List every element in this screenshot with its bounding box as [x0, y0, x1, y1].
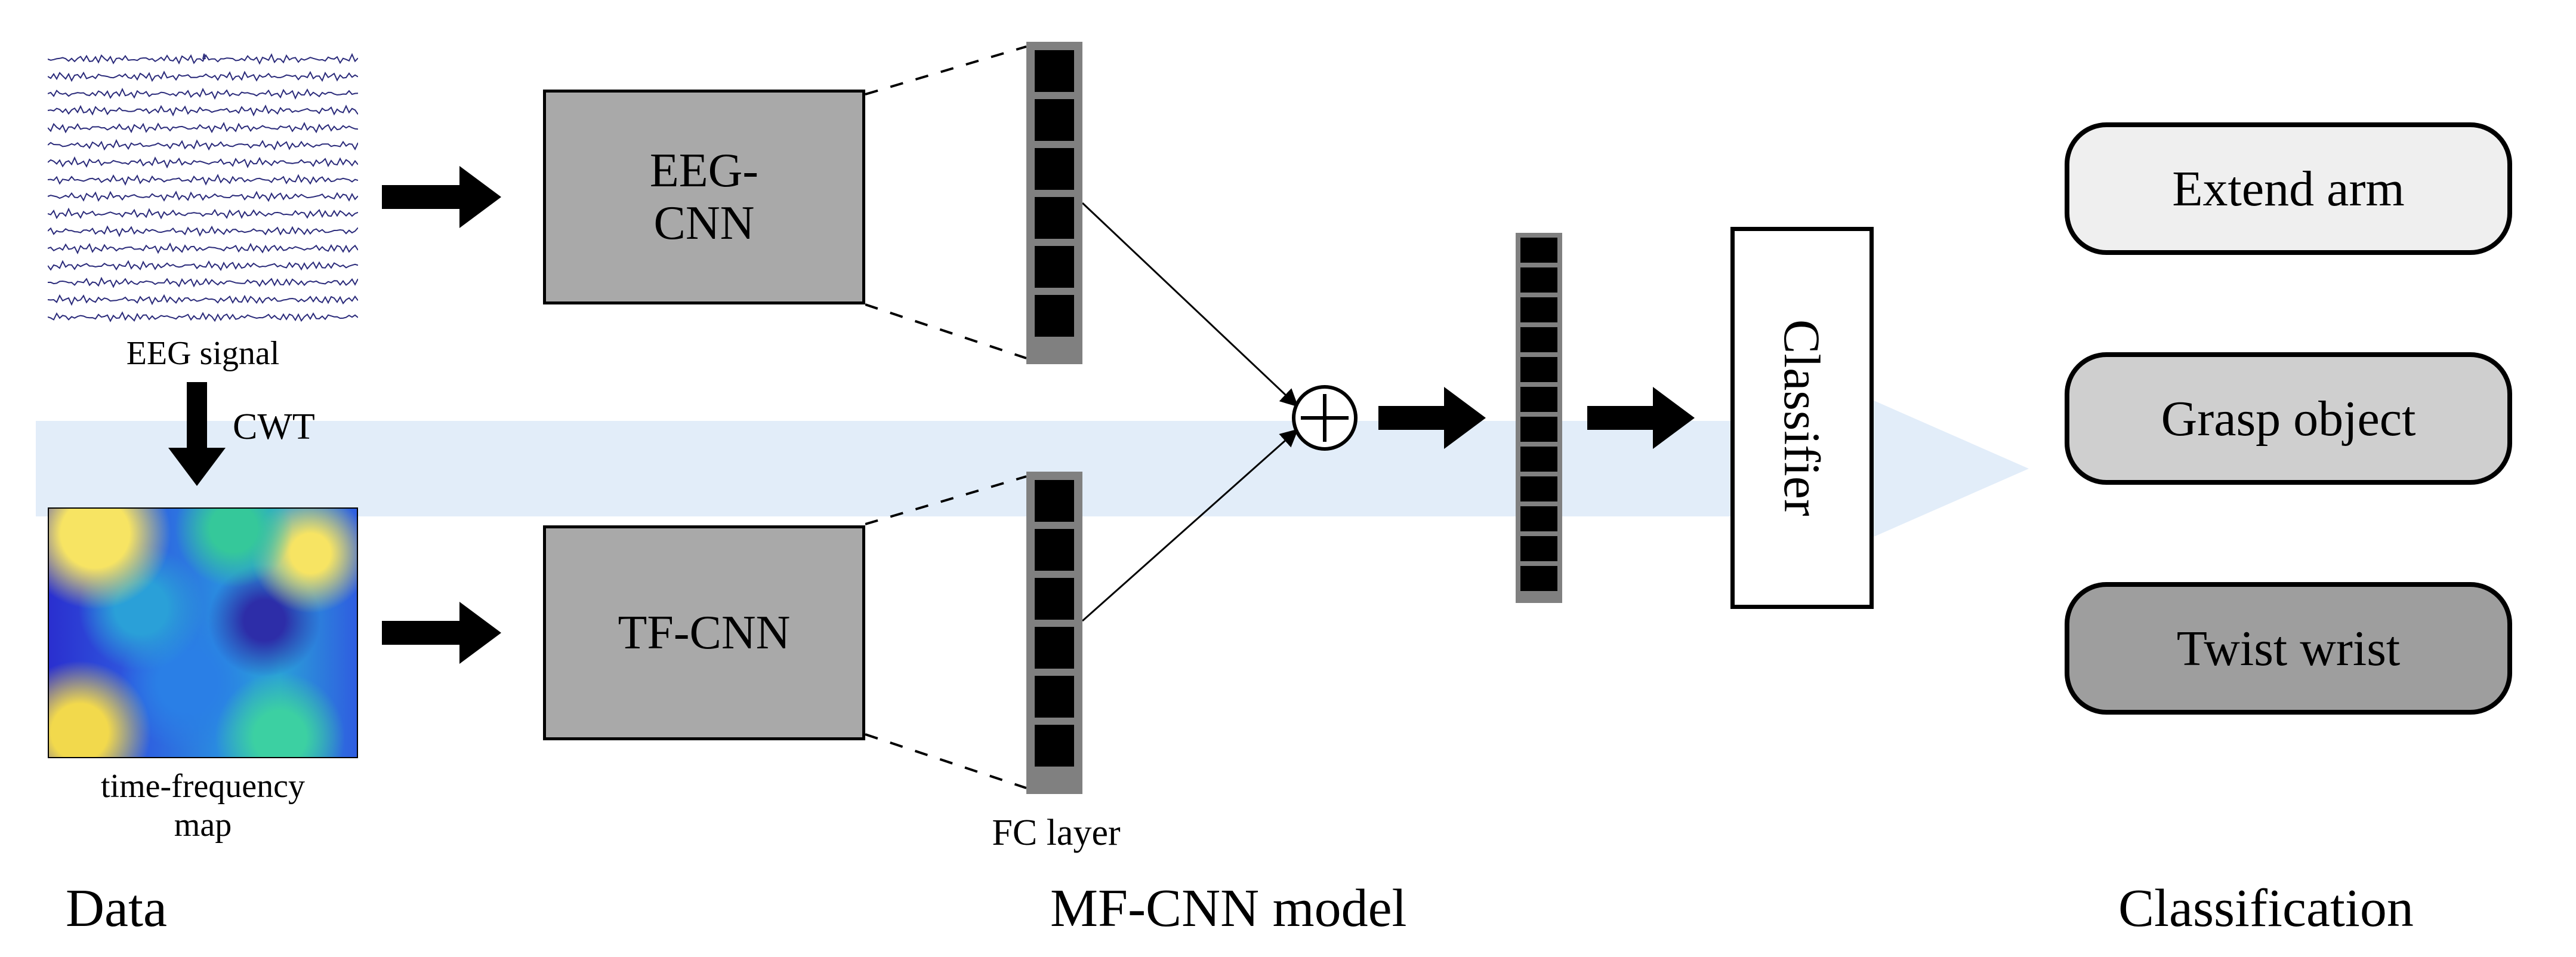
eeg-signal-plot: [48, 51, 358, 325]
eeg-cnn-block: EEG- CNN: [543, 90, 865, 304]
fc-layer-bottom: [1026, 472, 1082, 794]
section-title-data: Data: [66, 878, 167, 939]
output-label: Twist wrist: [2177, 620, 2400, 678]
output-extend-arm: Extend arm: [2065, 122, 2512, 255]
tf-map-label-l1: time-frequency: [48, 767, 358, 805]
time-frequency-map: [48, 507, 358, 758]
arrow-merge-to-joined-icon: [1378, 388, 1492, 448]
joined-feature-vector: [1516, 233, 1562, 603]
merge-plus-icon: [1289, 382, 1361, 454]
tf-cnn-block: TF-CNN: [543, 525, 865, 740]
arrow-joined-to-classifier-icon: [1587, 388, 1701, 448]
tf-map-label-l2: map: [48, 806, 358, 844]
cwt-label: CWT: [233, 406, 340, 448]
fan-lines-bottom: [865, 472, 1026, 794]
merge-lines: [1082, 191, 1321, 633]
classifier-label: Classifier: [1772, 319, 1832, 516]
section-title-model: MF-CNN model: [1050, 878, 1407, 939]
cwt-arrow-icon: [173, 382, 221, 484]
output-label: Grasp object: [2161, 390, 2416, 448]
output-grasp-object: Grasp object: [2065, 352, 2512, 485]
fan-lines-top: [865, 42, 1026, 364]
output-label: Extend arm: [2172, 160, 2405, 218]
fc-layer-label: FC layer: [955, 812, 1158, 854]
fc-layer-top: [1026, 42, 1082, 364]
classifier-block: Classifier: [1730, 227, 1874, 609]
output-twist-wrist: Twist wrist: [2065, 582, 2512, 715]
arrow-data-to-tfcnn-icon: [382, 603, 507, 663]
eeg-signal-label: EEG signal: [48, 334, 358, 373]
arrow-data-to-eegcnn-icon: [382, 167, 507, 227]
section-title-classification: Classification: [2118, 878, 2414, 939]
